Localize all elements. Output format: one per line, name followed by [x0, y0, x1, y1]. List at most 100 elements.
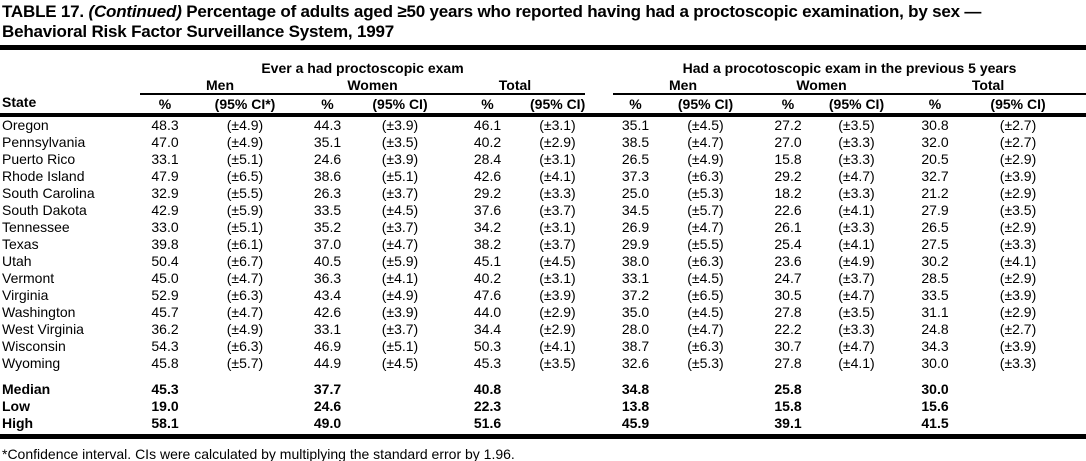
table-bottom-divider [0, 434, 1086, 439]
ci-header: (95% CI) [530, 94, 585, 117]
cell-value: (±6.3) [226, 286, 264, 303]
table-row: High 58.1 49.0 51.6 45.9 39.1 41.5 [0, 414, 1086, 431]
percent-header: % [890, 94, 980, 117]
percent-header: % [300, 94, 355, 117]
cell-value: (±3.5) [381, 133, 419, 150]
state-name: Pennsylvania [2, 133, 86, 150]
cell-value: (±3.9) [999, 337, 1037, 354]
cell-value [658, 380, 753, 397]
empty-header-cell [0, 60, 140, 76]
cell-value: 23.6 [774, 252, 802, 269]
cell-value: 33.5 [921, 286, 949, 303]
column-gap [585, 397, 613, 414]
cell-value: 38.6 [313, 167, 342, 184]
column-gap [585, 320, 613, 337]
cell-value: (±2.9) [999, 150, 1037, 167]
group-header-row: Ever a had proctoscopic exam Had a proco… [0, 60, 1086, 76]
cell-value: 24.6 [313, 150, 342, 167]
cell-value: 26.9 [621, 218, 650, 235]
cell-value [190, 380, 300, 397]
cell-value: (±3.7) [838, 269, 875, 286]
table-row: Median 45.3 37.7 40.8 34.8 25.8 30.0 [0, 380, 1086, 397]
cell-value [658, 397, 753, 414]
table-title-continued: (Continued) [88, 2, 182, 21]
cell-value: (±4.5) [687, 269, 724, 286]
summary-label: High [2, 414, 34, 431]
cell-value: (±4.7) [687, 320, 724, 337]
cell-value: (±6.3) [687, 167, 724, 184]
cell-value: (±3.3) [838, 184, 875, 201]
cell-value: (±5.1) [226, 150, 264, 167]
cell-value: (±6.3) [226, 337, 264, 354]
cell-value: 34.8 [621, 380, 650, 397]
cell-value: (±2.7) [999, 320, 1037, 337]
cell-value: (±3.5) [838, 117, 875, 133]
cell-value: (±3.3) [999, 354, 1037, 371]
cell-value: (±4.9) [687, 150, 724, 167]
ci-header: (95% CI) [980, 94, 1086, 117]
cell-value: 39.8 [151, 235, 179, 252]
cell-value [530, 414, 585, 431]
spacer-row [0, 371, 1086, 380]
cell-value: 42.6 [313, 303, 342, 320]
cell-value: (±3.9) [999, 286, 1037, 303]
cell-value: 45.3 [473, 354, 502, 371]
subgroup-men: Men [613, 76, 753, 95]
cell-value: (±5.5) [687, 235, 724, 252]
cell-value: 37.6 [473, 201, 502, 218]
cell-value: 15.6 [921, 397, 949, 414]
cell-value: (±6.7) [226, 252, 264, 269]
cell-value: (±5.3) [687, 184, 724, 201]
cell-value: (±4.7) [226, 303, 264, 320]
cell-value: (±2.7) [999, 133, 1037, 150]
cell-value: 38.5 [621, 133, 650, 150]
cell-value: (±3.3) [838, 133, 875, 150]
column-gap [585, 286, 613, 303]
cell-value: 45.9 [621, 414, 650, 431]
cell-value: 25.8 [774, 380, 802, 397]
cell-value: 44.0 [473, 303, 502, 320]
column-gap [585, 269, 613, 286]
cell-value: (±6.1) [226, 235, 264, 252]
cell-value: (±3.3) [999, 235, 1037, 252]
table-row: Low 19.0 24.6 22.3 13.8 15.8 15.6 [0, 397, 1086, 414]
column-gap [585, 235, 613, 252]
cell-value: 22.2 [774, 320, 802, 337]
cell-value: 35.1 [313, 133, 342, 150]
cell-value [823, 380, 890, 397]
cell-value [980, 397, 1086, 414]
cell-value: (±3.9) [999, 167, 1037, 184]
cell-value: 28.0 [621, 320, 650, 337]
cell-value: 40.5 [313, 252, 342, 269]
cell-value: 58.1 [151, 414, 179, 431]
cell-value: (±5.1) [381, 167, 419, 184]
cell-value: (±3.9) [539, 286, 576, 303]
cell-value: 18.2 [774, 184, 802, 201]
table-row: Rhode Island 47.9 (±6.5) 38.6 (±5.1) 42.… [0, 167, 1086, 184]
column-gap [585, 218, 613, 235]
cell-value: 26.3 [313, 184, 342, 201]
cell-value [190, 397, 300, 414]
cell-value: (±4.7) [687, 133, 724, 150]
cell-value: (±5.9) [381, 252, 419, 269]
cell-value [658, 414, 753, 431]
cell-value: (±5.7) [687, 201, 724, 218]
cell-value: 34.5 [621, 201, 650, 218]
cell-value: 47.0 [151, 133, 179, 150]
cell-value: 45.0 [151, 269, 179, 286]
cell-value: (±5.5) [226, 184, 264, 201]
cell-value: 40.8 [473, 380, 502, 397]
cell-value: 37.2 [621, 286, 650, 303]
table-row: Washington 45.7 (±4.7) 42.6 (±3.9) 44.0 … [0, 303, 1086, 320]
column-gap [585, 252, 613, 269]
cell-value: 50.4 [151, 252, 179, 269]
state-name: West Virginia [2, 320, 84, 337]
cell-value: (±3.7) [539, 201, 576, 218]
cell-value: (±5.7) [226, 354, 264, 371]
cell-value: (±4.1) [539, 167, 576, 184]
table-row: Tennessee 33.0 (±5.1) 35.2 (±3.7) 34.2 (… [0, 218, 1086, 235]
cell-value: 27.9 [921, 201, 949, 218]
table-row: West Virginia 36.2 (±4.9) 33.1 (±3.7) 34… [0, 320, 1086, 337]
cell-value: 30.7 [774, 337, 802, 354]
